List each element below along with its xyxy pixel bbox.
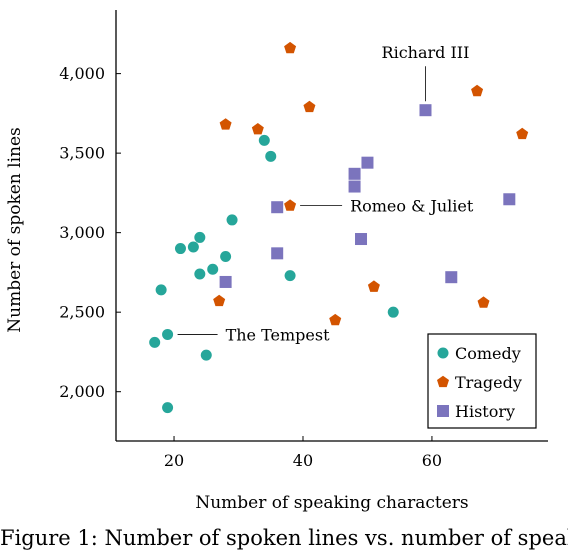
data-marks xyxy=(149,41,529,414)
axis-ticks: 20 40 60 2,000 2,500 3,000 3,500 4,000 xyxy=(59,64,442,470)
data-point-tragedy xyxy=(284,41,297,54)
data-point-comedy xyxy=(284,270,296,282)
annotations: Richard III Romeo & Juliet The Tempest xyxy=(177,43,474,344)
data-point-tragedy xyxy=(251,122,264,135)
y-tick-label: 4,000 xyxy=(59,64,105,83)
data-point-comedy xyxy=(162,328,174,340)
data-point-comedy xyxy=(200,349,212,361)
legend-marker-comedy xyxy=(437,347,449,359)
data-point-history xyxy=(503,193,516,206)
data-point-comedy xyxy=(149,336,161,348)
data-point-history xyxy=(271,201,284,214)
data-point-history xyxy=(219,275,232,288)
series-tragedy xyxy=(213,41,529,326)
data-point-comedy xyxy=(258,134,270,146)
data-point-comedy xyxy=(194,268,206,280)
data-point-comedy xyxy=(162,402,174,414)
y-tick-label: 3,500 xyxy=(59,144,105,163)
plot-axes xyxy=(115,10,548,442)
data-point-tragedy xyxy=(516,127,529,140)
annotation-label: Romeo & Juliet xyxy=(350,197,474,216)
data-point-history xyxy=(348,180,361,193)
data-point-history xyxy=(419,104,432,117)
y-axis-label: Number of spoken lines xyxy=(5,127,25,333)
data-point-history xyxy=(271,247,284,260)
data-point-comedy xyxy=(174,243,186,255)
data-point-history xyxy=(361,156,374,169)
x-tick-label: 20 xyxy=(164,451,184,470)
data-point-tragedy xyxy=(477,296,490,308)
data-point-tragedy xyxy=(284,199,297,211)
legend-label: History xyxy=(455,402,515,421)
data-point-history xyxy=(355,233,368,246)
legend-label: Tragedy xyxy=(455,373,522,392)
series-comedy xyxy=(149,134,399,414)
y-tick-label: 2,500 xyxy=(59,303,105,322)
data-point-comedy xyxy=(187,241,199,253)
data-point-tragedy xyxy=(367,280,380,292)
legend-marker-history xyxy=(437,405,449,417)
figure-caption: Figure 1: Number of spoken lines vs. num… xyxy=(0,526,568,550)
data-point-comedy xyxy=(155,284,167,296)
x-tick-label: 40 xyxy=(293,451,313,470)
data-point-tragedy xyxy=(471,84,484,97)
data-point-comedy xyxy=(194,231,206,243)
annotation-label: The Tempest xyxy=(226,325,331,344)
annotation-label: Richard III xyxy=(382,43,470,62)
data-point-history xyxy=(445,271,458,284)
data-point-comedy xyxy=(226,214,238,226)
y-tick-label: 2,000 xyxy=(59,382,105,401)
legend-marker-tragedy xyxy=(437,375,449,388)
legend: Comedy Tragedy History xyxy=(427,333,537,429)
data-point-comedy xyxy=(387,306,399,318)
data-point-history xyxy=(348,167,361,180)
data-point-comedy xyxy=(220,251,232,263)
legend-label: Comedy xyxy=(455,344,521,363)
series-history xyxy=(219,104,516,288)
data-point-comedy xyxy=(207,263,219,275)
y-tick-label: 3,000 xyxy=(59,223,105,242)
data-point-comedy xyxy=(265,150,277,162)
data-point-tragedy xyxy=(303,100,316,113)
x-tick-label: 60 xyxy=(422,451,442,470)
data-point-tragedy xyxy=(213,294,226,307)
data-point-tragedy xyxy=(219,118,232,130)
data-point-tragedy xyxy=(329,313,342,326)
x-axis-label: Number of speaking characters xyxy=(195,493,468,513)
